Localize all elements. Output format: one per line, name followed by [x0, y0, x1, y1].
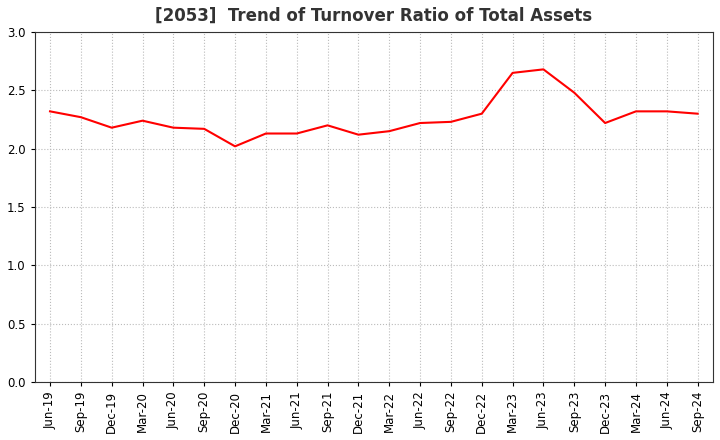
Title: [2053]  Trend of Turnover Ratio of Total Assets: [2053] Trend of Turnover Ratio of Total … — [156, 7, 593, 25]
